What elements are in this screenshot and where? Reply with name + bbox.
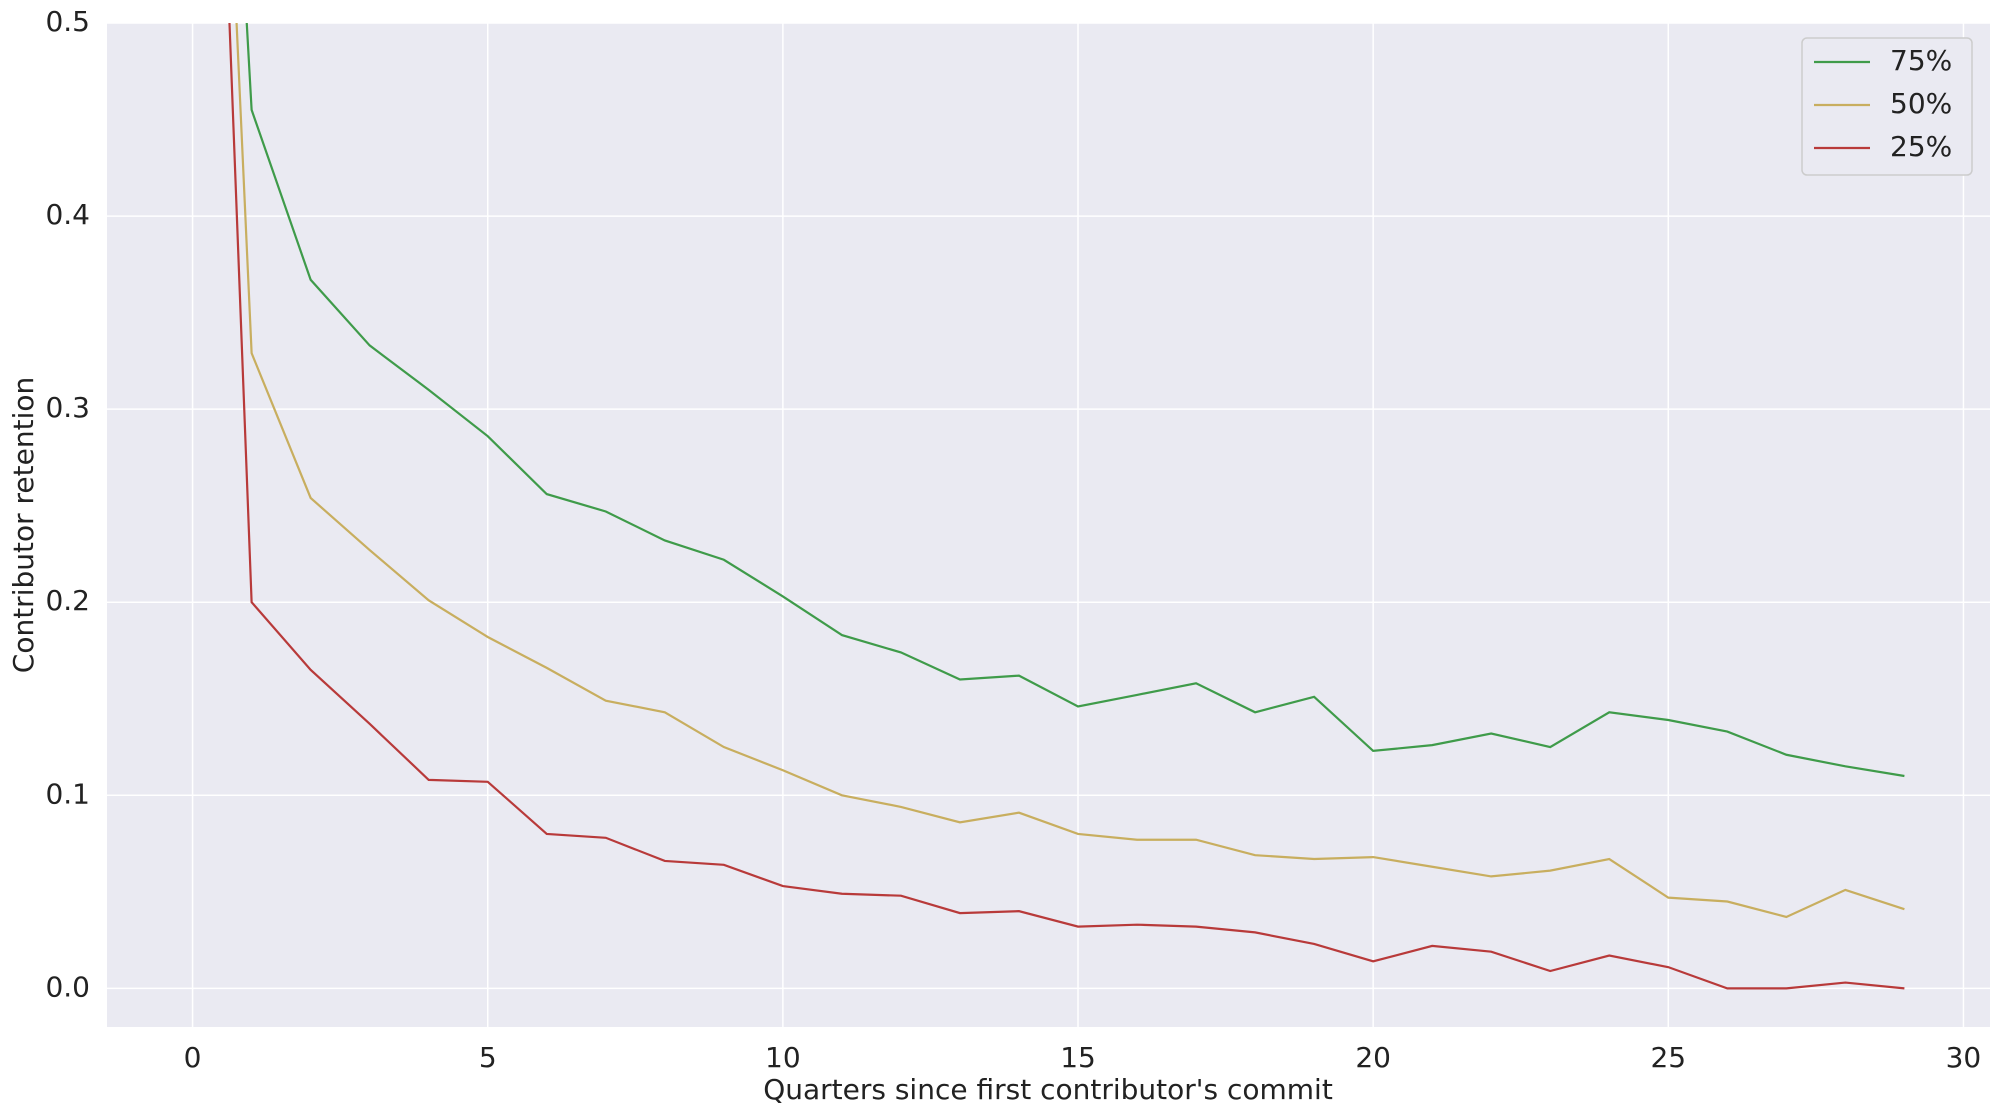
- y-axis-label: Contributor retention: [7, 377, 40, 673]
- x-tick-label: 25: [1650, 1041, 1686, 1074]
- x-axis-label: Quarters since first contributor's commi…: [763, 1073, 1333, 1106]
- x-tick-label: 0: [184, 1041, 202, 1074]
- y-tick-label: 0.1: [45, 777, 90, 810]
- legend-box: [1801, 37, 1973, 176]
- x-tick-label: 10: [765, 1041, 801, 1074]
- y-tick-label: 0.4: [45, 198, 90, 231]
- legend-label: 25%: [1890, 130, 1952, 163]
- y-tick-label: 0.2: [45, 584, 90, 617]
- x-tick-label: 30: [1946, 1041, 1982, 1074]
- series-line: [228, 23, 1905, 990]
- y-tick-label: 0.0: [45, 970, 90, 1003]
- x-tick-label: 5: [479, 1041, 497, 1074]
- y-tick-label: 0.5: [45, 5, 90, 38]
- x-tick-label: 20: [1355, 1041, 1391, 1074]
- lines: [228, 23, 1905, 990]
- plot-area: [107, 23, 1990, 1027]
- grid: [107, 22, 1990, 1027]
- legend-label: 75%: [1890, 44, 1952, 77]
- y-tick-label: 0.3: [45, 391, 90, 424]
- x-tick-label: 15: [1060, 1041, 1096, 1074]
- legend-label: 50%: [1890, 87, 1952, 120]
- series-line: [235, 23, 1905, 919]
- series-line: [245, 23, 1905, 778]
